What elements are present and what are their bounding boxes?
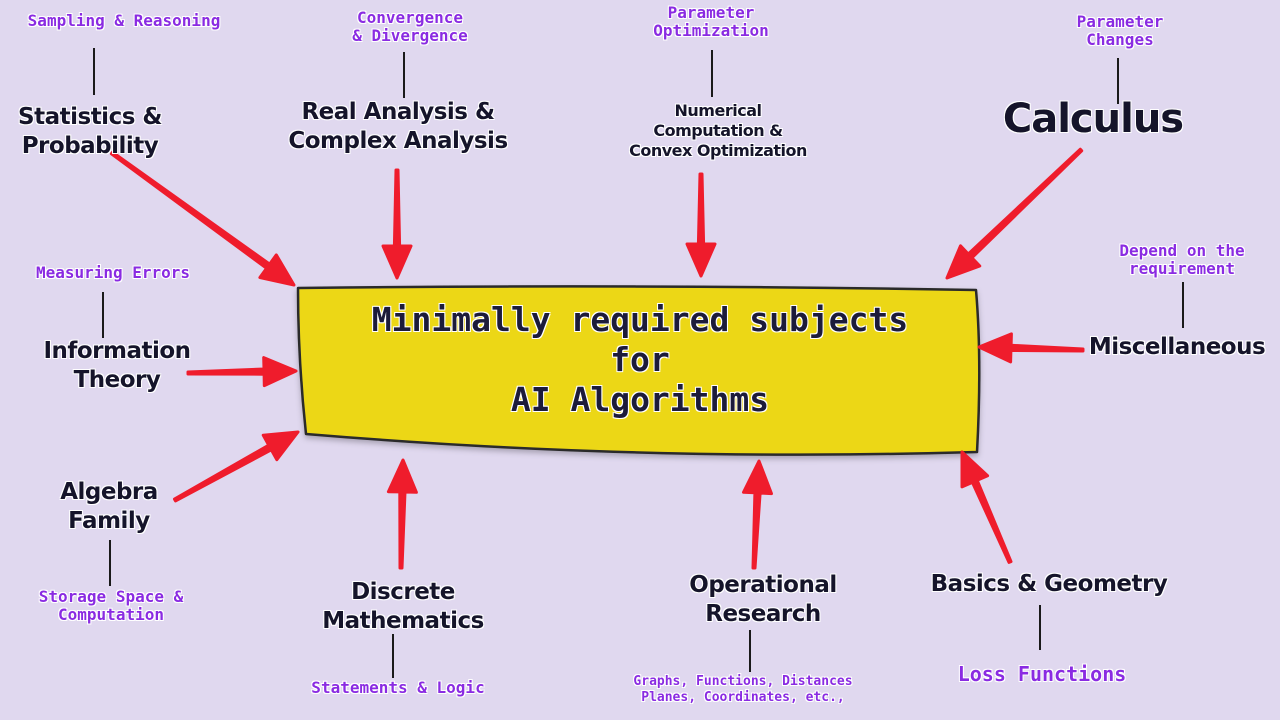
subject-line: Calculus — [1002, 96, 1184, 142]
central-title-line: AI Algorithms — [510, 380, 770, 419]
subject-line: Discrete — [351, 579, 455, 605]
note-line: requirement — [1129, 259, 1235, 278]
subject-line: Miscellaneous — [1088, 334, 1266, 360]
subject-misc: Miscellaneous — [1088, 333, 1266, 362]
subject-line: Basics & Geometry — [930, 571, 1168, 597]
arrow-misc — [977, 332, 1085, 364]
note-or: Graphs, Functions, Distances Planes, Coo… — [633, 674, 852, 706]
central-box — [296, 285, 981, 456]
note-line: Storage Space & — [38, 587, 184, 606]
subject-line: Theory — [73, 367, 161, 393]
note-line: Sampling & Reasoning — [27, 11, 221, 30]
subject-line: Computation & — [653, 121, 783, 140]
subject-line: Statistics & — [18, 104, 162, 130]
subject-line: Complex Analysis — [288, 128, 508, 154]
note-line: Convergence — [357, 8, 463, 27]
arrow-info — [186, 356, 298, 388]
note-geometry: Loss Functions — [958, 663, 1127, 685]
arrow-geometry — [960, 450, 1013, 564]
subject-line: Numerical — [674, 101, 762, 120]
note-line: Parameter — [1076, 12, 1164, 31]
subject-line: Probability — [21, 133, 159, 159]
subject-or: Operational Research — [689, 571, 837, 629]
note-line: Graphs, Functions, Distances — [633, 674, 853, 689]
subject-line: Information — [43, 338, 191, 364]
note-line: & Divergence — [352, 26, 468, 45]
note-analysis: Convergence & Divergence — [352, 9, 468, 45]
subject-line: Algebra — [60, 479, 158, 505]
note-info: Measuring Errors — [36, 264, 190, 282]
note-line: Loss Functions — [957, 662, 1127, 686]
arrow-stats — [109, 150, 296, 287]
subject-line: Family — [68, 508, 150, 534]
note-line: Parameter — [667, 3, 755, 22]
central-title: Minimally required subjects for AI Algor… — [300, 300, 980, 420]
note-connectors — [93, 48, 1184, 678]
subject-geometry: Basics & Geometry — [931, 570, 1168, 599]
note-line: Measuring Errors — [35, 263, 191, 282]
arrow-or — [742, 459, 773, 570]
subject-line: Operational — [689, 572, 837, 598]
arrow-algebra — [173, 430, 300, 503]
subject-info: Information Theory — [43, 337, 191, 395]
note-discrete: Statements & Logic — [311, 679, 484, 697]
note-calculus: Parameter Changes — [1077, 13, 1164, 49]
subject-line: Mathematics — [322, 608, 484, 634]
arrow-analysis — [381, 168, 413, 280]
subject-line: Convex Optimization — [629, 141, 807, 160]
note-misc: Depend on the requirement — [1119, 242, 1244, 278]
note-line: Changes — [1086, 30, 1154, 49]
arrow-calculus — [945, 147, 1084, 280]
note-numerical: Parameter Optimization — [653, 4, 769, 40]
subject-line: Research — [705, 601, 821, 627]
subject-algebra: Algebra Family — [60, 478, 158, 536]
subject-calculus: Calculus — [1002, 96, 1184, 142]
note-line: Planes, Coordinates, etc., — [641, 690, 845, 705]
subject-discrete: Discrete Mathematics — [322, 578, 484, 636]
note-line: Statements & Logic — [311, 678, 485, 697]
arrow-discrete — [386, 458, 418, 570]
note-line: Computation — [58, 605, 164, 624]
central-title-line: Minimally required subjects — [371, 300, 909, 339]
subject-stats: Statistics & Probability — [18, 103, 162, 161]
arrows — [109, 147, 1085, 570]
subject-numerical: Numerical Computation & Convex Optimizat… — [629, 101, 807, 161]
note-algebra: Storage Space & Computation — [39, 588, 184, 624]
note-line: Optimization — [653, 21, 769, 40]
subject-line: Real Analysis & — [301, 99, 495, 125]
subject-analysis: Real Analysis & Complex Analysis — [288, 98, 508, 156]
note-line: Depend on the — [1119, 241, 1245, 260]
arrow-numerical — [685, 172, 717, 278]
central-title-line: for — [610, 340, 670, 379]
note-stats: Sampling & Reasoning — [28, 12, 221, 30]
